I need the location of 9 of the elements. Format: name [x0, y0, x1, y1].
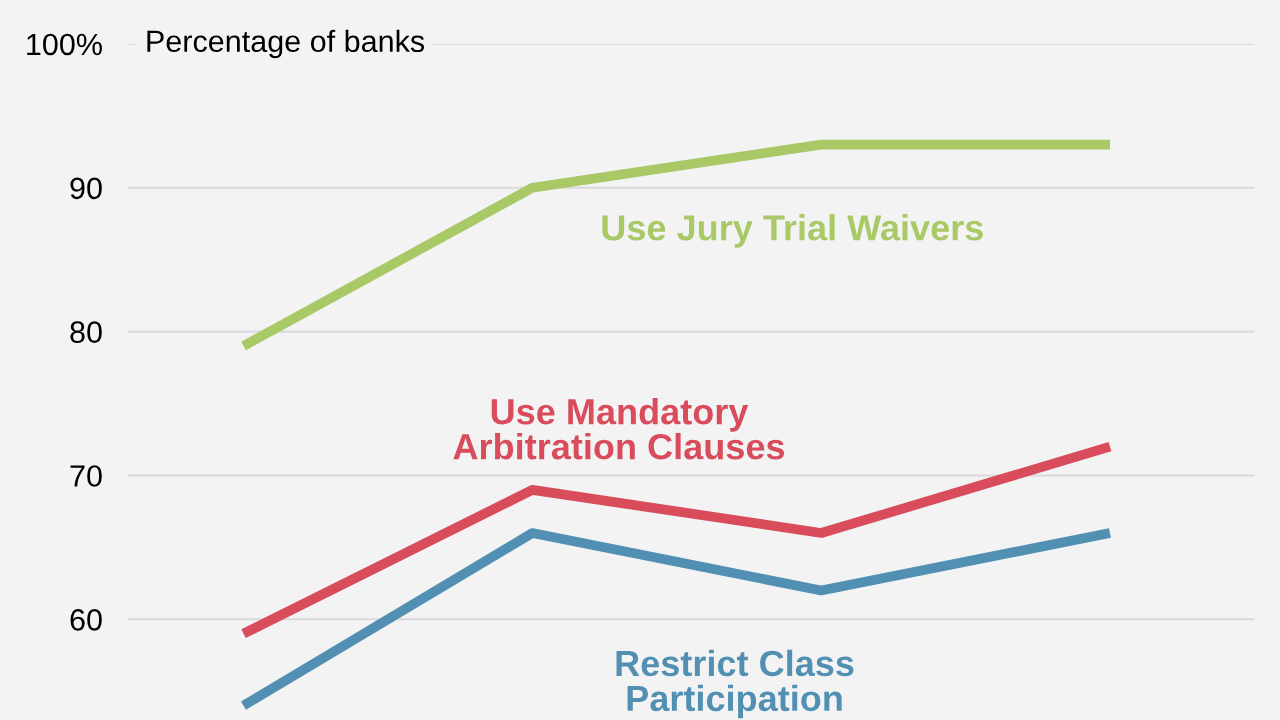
series-label: Use Mandatory Arbitration Clauses [453, 397, 785, 460]
y-tick-label: 80 [70, 321, 102, 343]
y-tick-label: 70 [70, 465, 102, 487]
y-tick-label: 90 [70, 177, 102, 200]
series-label: Restrict Class Participation [616, 649, 854, 719]
series-label: Use Jury Trial Waivers [602, 214, 983, 248]
y-tick-label: 60 [70, 609, 102, 631]
y-axis-title: Percentage of banks [147, 29, 425, 59]
y-tick-label: 100% [27, 33, 102, 56]
